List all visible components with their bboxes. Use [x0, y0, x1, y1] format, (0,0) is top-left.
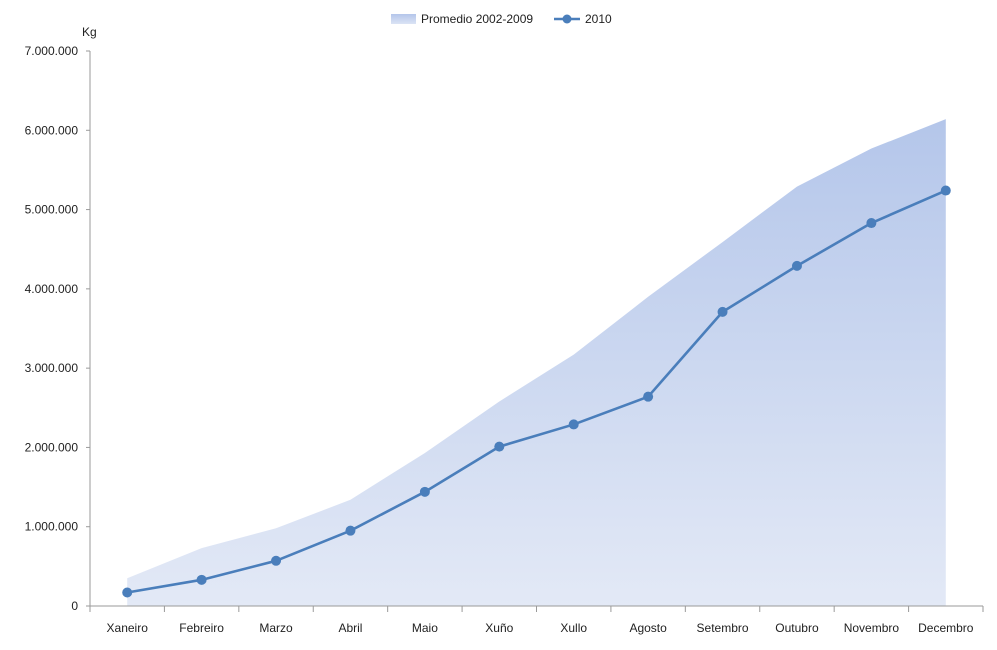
line-layer: [122, 185, 951, 598]
series-2010-line: [126, 189, 947, 594]
series-2010-point: [271, 555, 282, 566]
series-2010-point: [643, 391, 654, 402]
y-tick-label: 3.000.000: [25, 361, 79, 375]
axes: 0 1.000.000 2.000.000 3.000.000 4.000.000 5.0…: [25, 44, 984, 635]
series-2010-point: [568, 419, 579, 430]
y-tick-label: 1.000.000: [25, 520, 79, 534]
x-tick-label: Xaneiro: [107, 621, 149, 635]
series-2010-point: [940, 185, 951, 196]
series-2010-point: [345, 525, 356, 536]
legend-swatch-average: [391, 14, 416, 24]
x-tick-label: Febreiro: [179, 621, 224, 635]
series-2010-point: [866, 218, 877, 229]
legend: Promedio 2002-2009 2010: [391, 12, 612, 26]
area-layer: [127, 119, 946, 606]
x-tick-label: Decembro: [918, 621, 974, 635]
x-tick-label: Novembro: [844, 621, 900, 635]
x-tick-label: Abril: [338, 621, 362, 635]
y-tick-label: 6.000.000: [25, 123, 79, 137]
x-tick-label: Agosto: [629, 621, 667, 635]
x-tick-label: Outubro: [775, 621, 819, 635]
legend-label-average: Promedio 2002-2009: [421, 12, 533, 26]
x-tick-label: Marzo: [259, 621, 293, 635]
series-2010-point: [494, 441, 505, 452]
series-2010-point: [419, 486, 430, 497]
y-tick-label: 0: [71, 599, 78, 613]
series-average-area: [127, 119, 946, 606]
y-tick-label: 5.000.000: [25, 203, 79, 217]
series-2010-point: [196, 574, 207, 585]
legend-label-2010: 2010: [585, 12, 612, 26]
series-2010-point: [717, 306, 728, 317]
series-2010-point: [122, 587, 133, 598]
series-2010-point: [791, 260, 802, 271]
x-tick-label: Xuño: [485, 621, 513, 635]
y-tick-label: 7.000.000: [25, 44, 79, 58]
y-tick-label: 4.000.000: [25, 282, 79, 296]
x-tick-label: Setembro: [697, 621, 749, 635]
y-axis-label: Kg: [82, 25, 97, 39]
legend-swatch-2010-marker: [562, 14, 572, 24]
y-tick-label: 2.000.000: [25, 440, 79, 454]
x-tick-label: Maio: [412, 621, 438, 635]
x-tick-label: Xullo: [560, 621, 587, 635]
